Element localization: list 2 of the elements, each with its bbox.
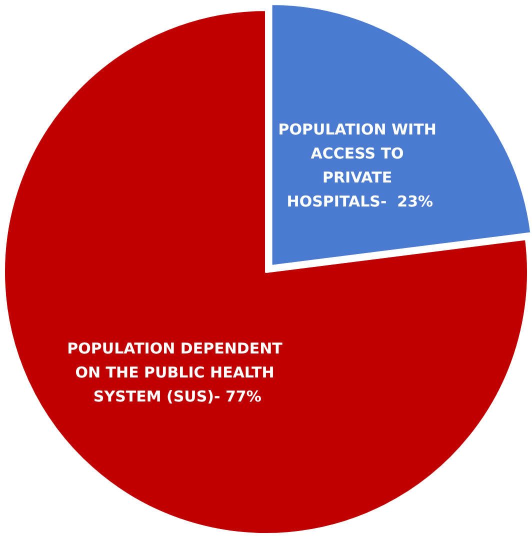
slice-label: POPULATION WITH ACCESS TO PRIVATE HOSPITALS- 23%	[278, 120, 442, 210]
slice-label: POPULATION DEPENDENT ON THE PUBLIC HEALTH SYSTEM (SUS)- 77%	[67, 340, 288, 406]
